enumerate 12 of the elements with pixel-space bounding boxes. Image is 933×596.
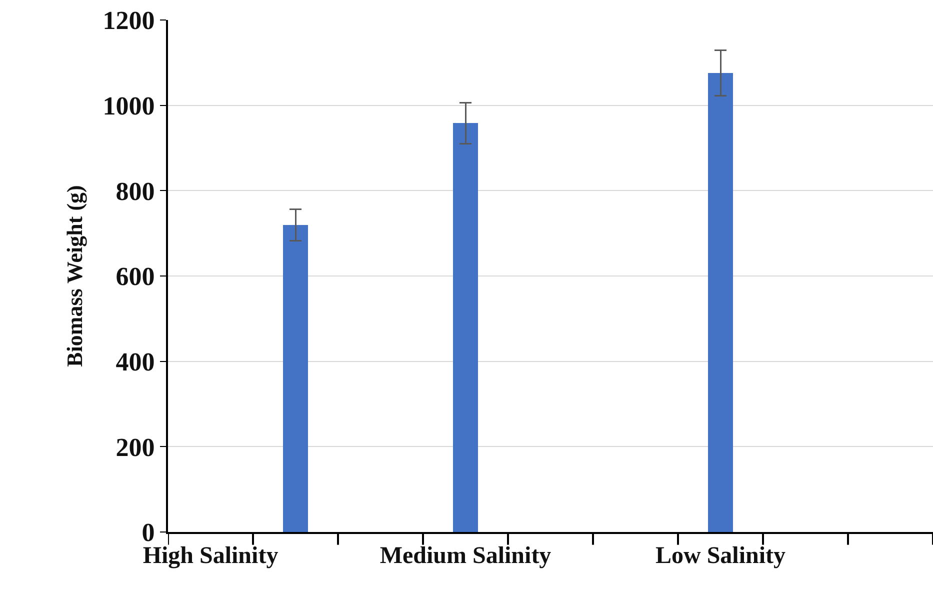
y-tick-label: 600 — [116, 262, 155, 292]
y-tick-label: 200 — [116, 432, 155, 462]
bar — [708, 73, 733, 532]
y-tick-label: 400 — [116, 347, 155, 376]
y-tick-label: 1000 — [102, 91, 155, 120]
y-tick-label: 1200 — [102, 6, 155, 36]
y-tick-label: 800 — [116, 176, 155, 206]
x-tick-label: Low Salinity — [655, 542, 786, 569]
x-tick-label: Medium Salinity — [380, 542, 552, 569]
bar — [283, 225, 308, 532]
bar — [453, 123, 478, 532]
y-axis-title: Biomass Weight (g) — [62, 185, 88, 367]
